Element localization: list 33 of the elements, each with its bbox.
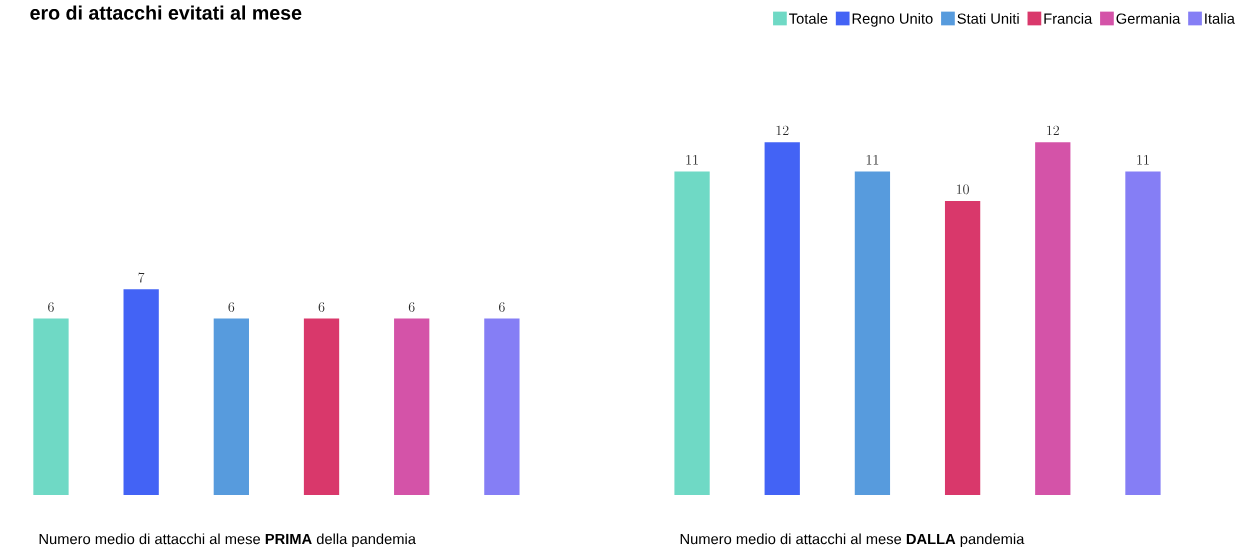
chart-title: ero di attacchi evitati al mese: [30, 5, 302, 20]
legend-label: Totale: [789, 13, 828, 24]
bar: [944, 201, 981, 496]
bar: [1125, 171, 1161, 496]
data-label: 6: [499, 302, 505, 312]
data-label: 6: [318, 302, 325, 312]
data-label: 10: [956, 184, 969, 195]
x-tick-label: Numero medio di attacchi al mese DALLA pandemia: [680, 533, 1025, 548]
bar: [213, 318, 249, 496]
data-label: 6: [48, 302, 54, 312]
legend-label: Regno Unito: [852, 13, 933, 27]
data-label: 11: [1137, 155, 1149, 165]
legend-label: Germania: [1116, 13, 1181, 24]
bar: [764, 142, 800, 496]
bar: [854, 171, 891, 496]
bar: [123, 289, 159, 496]
bar: [33, 318, 69, 496]
bar: [1035, 142, 1071, 496]
bar: [303, 318, 340, 496]
bar: [484, 318, 520, 496]
bar: [394, 318, 430, 496]
data-label: 6: [228, 302, 235, 312]
data-label: 12: [776, 125, 789, 136]
data-label: 6: [408, 302, 415, 312]
data-label: 7: [138, 272, 145, 283]
data-label: 12: [1047, 125, 1059, 136]
data-label: 11: [866, 155, 879, 165]
legend-label: Stati Uniti: [957, 13, 1019, 24]
x-tick-label: Numero medio di attacchi al mese PRIMA della pandemia: [39, 533, 416, 548]
legend-label: Italia: [1205, 13, 1235, 24]
bar: [674, 171, 710, 496]
data-label: 11: [686, 155, 698, 165]
legend-label: Francia: [1044, 13, 1093, 24]
